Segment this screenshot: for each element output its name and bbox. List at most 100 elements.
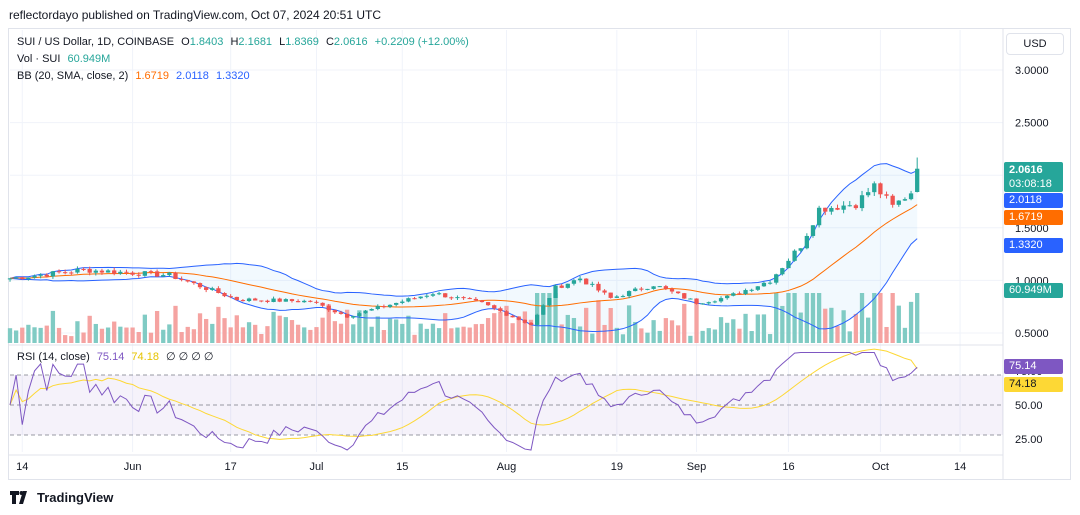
volume-bar bbox=[847, 331, 852, 343]
candle-body bbox=[823, 207, 828, 212]
volume-bar bbox=[332, 321, 338, 343]
bb-basis-value: 1.6719 bbox=[135, 70, 169, 82]
candle-body bbox=[118, 271, 123, 274]
volume-bar bbox=[387, 318, 393, 343]
candle-body bbox=[228, 296, 233, 298]
bb-upper-value: 2.0118 bbox=[176, 70, 209, 82]
candle-body bbox=[743, 290, 748, 295]
volume-bar bbox=[314, 327, 319, 343]
volume-bar bbox=[381, 330, 387, 343]
bar-countdown: 03:08:18 bbox=[1009, 178, 1052, 190]
volume-bar bbox=[44, 325, 49, 343]
symbol-title: SUI / US Dollar, 1D, COINBASE bbox=[17, 36, 175, 48]
candle-body bbox=[124, 271, 129, 273]
candle-body bbox=[173, 272, 178, 280]
volume-bar bbox=[614, 327, 619, 343]
volume-bar bbox=[124, 327, 129, 343]
publish-header: reflectordayo published on TradingView.c… bbox=[9, 8, 381, 22]
candle-body bbox=[105, 270, 111, 273]
chart-frame bbox=[8, 28, 1071, 480]
currency-selector[interactable]: USD bbox=[1006, 33, 1064, 55]
candle-body bbox=[915, 168, 920, 193]
candle-body bbox=[847, 205, 852, 207]
candle-body bbox=[498, 308, 503, 312]
volume-bar bbox=[443, 313, 448, 343]
volume-bar bbox=[516, 316, 521, 343]
volume-bar bbox=[688, 335, 693, 343]
candle-body bbox=[369, 308, 374, 311]
volume-bar bbox=[105, 327, 111, 343]
candle-body bbox=[755, 286, 760, 290]
volume-bar bbox=[81, 332, 86, 343]
candle-body bbox=[179, 279, 184, 281]
volume-bar bbox=[204, 318, 209, 343]
price-tick-label: 1.5000 bbox=[1015, 223, 1049, 235]
candle-body bbox=[731, 293, 736, 296]
candle-body bbox=[694, 298, 699, 304]
candle-body bbox=[651, 286, 656, 289]
rsi-tick-label: 50.00 bbox=[1015, 400, 1043, 412]
volume-bar bbox=[7, 328, 13, 343]
candle-body bbox=[326, 305, 331, 311]
volume-bar bbox=[835, 326, 840, 343]
candle-body bbox=[712, 301, 718, 303]
volume-bar bbox=[344, 309, 350, 343]
candle-body bbox=[639, 288, 644, 290]
price-tick-label: 0.5000 bbox=[1015, 328, 1049, 340]
open-value: O1.8403 bbox=[181, 36, 223, 48]
volume-bar bbox=[436, 328, 442, 343]
rsi-extra-values: ∅ ∅ ∅ ∅ bbox=[166, 351, 214, 363]
candle-body bbox=[535, 314, 540, 325]
candle-body bbox=[418, 296, 423, 299]
candle-body bbox=[81, 268, 86, 270]
volume-bar bbox=[136, 331, 141, 343]
volume-bar bbox=[755, 314, 760, 343]
candle-body bbox=[283, 299, 288, 302]
candle-body bbox=[786, 260, 791, 269]
candle-body bbox=[700, 303, 705, 305]
volume-bar bbox=[406, 315, 411, 343]
volume-bar bbox=[700, 330, 705, 343]
tradingview-logo[interactable]: TradingView bbox=[10, 490, 113, 505]
volume-bar bbox=[400, 323, 405, 343]
volume-bar bbox=[878, 293, 883, 343]
candle-body bbox=[400, 301, 405, 303]
candle-body bbox=[394, 302, 399, 305]
volume-bar bbox=[884, 326, 889, 343]
candle-body bbox=[798, 248, 803, 251]
candle-body bbox=[204, 287, 209, 290]
candle-body bbox=[516, 317, 521, 320]
candle-body bbox=[13, 277, 19, 279]
volume-bar bbox=[185, 326, 190, 343]
candle-body bbox=[780, 268, 785, 275]
volume-bar bbox=[154, 310, 160, 343]
last-price-value: 2.0616 bbox=[1009, 164, 1043, 176]
volume-bar bbox=[253, 324, 258, 343]
volume-bar bbox=[142, 314, 147, 343]
volume-legend: Vol · SUI 60.949M bbox=[17, 53, 114, 65]
candle-body bbox=[461, 297, 466, 299]
candle-body bbox=[381, 306, 387, 308]
high-number: 2.1681 bbox=[238, 36, 273, 48]
candle-body bbox=[485, 302, 491, 306]
volume-bar bbox=[902, 327, 908, 343]
volume-bar bbox=[479, 323, 485, 343]
time-tick-label: Oct bbox=[872, 461, 889, 473]
volume-bar bbox=[173, 305, 178, 343]
candle-body bbox=[657, 286, 662, 288]
candle-body bbox=[504, 311, 509, 316]
volume-bar bbox=[915, 293, 920, 343]
candle-body bbox=[675, 291, 681, 294]
bb-lower-line bbox=[9, 238, 918, 332]
volume-bar bbox=[289, 320, 295, 343]
candle-body bbox=[253, 298, 258, 301]
volume-bar bbox=[553, 293, 558, 343]
volume-bar bbox=[283, 317, 288, 343]
candle-body bbox=[63, 272, 68, 274]
candle-body bbox=[878, 183, 883, 195]
rsi-ma-tag: 74.18 bbox=[1004, 377, 1063, 392]
candle-body bbox=[443, 293, 448, 298]
volume-bar bbox=[731, 319, 736, 343]
volume-bar bbox=[430, 323, 436, 343]
